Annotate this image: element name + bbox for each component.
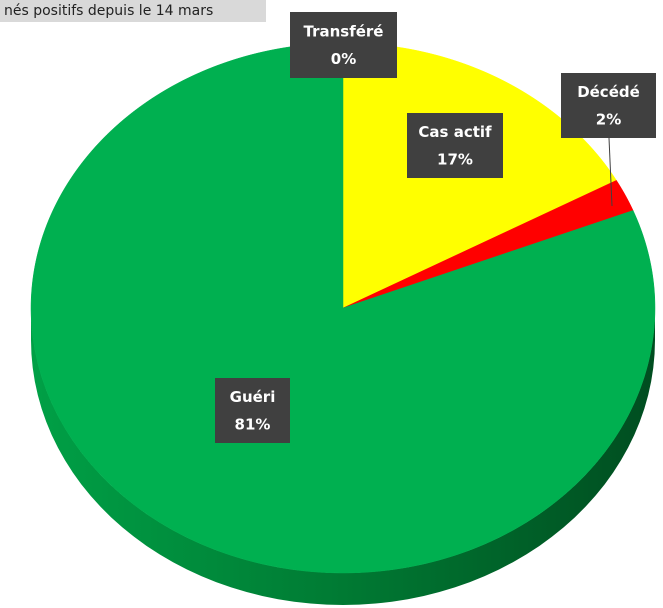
label-value: 81%: [235, 415, 271, 433]
leader-line: [608, 137, 613, 207]
label-name: Guéri: [230, 388, 276, 406]
pie-slice: [30, 42, 656, 574]
label-name: Cas actif: [418, 123, 492, 141]
label-name: Décédé: [577, 83, 640, 101]
label-box: [215, 378, 290, 443]
label-name: Transféré: [304, 22, 384, 40]
label-value: 0%: [331, 50, 356, 68]
label-box: [561, 73, 656, 138]
label-value: 2%: [596, 110, 621, 128]
title-box: [0, 0, 266, 22]
label-box: [407, 113, 503, 178]
pie-slice: [342, 180, 634, 309]
chart-title: nés positifs depuis le 14 mars: [4, 3, 213, 19]
label-value: 17%: [437, 150, 473, 168]
label-box: [290, 12, 397, 78]
